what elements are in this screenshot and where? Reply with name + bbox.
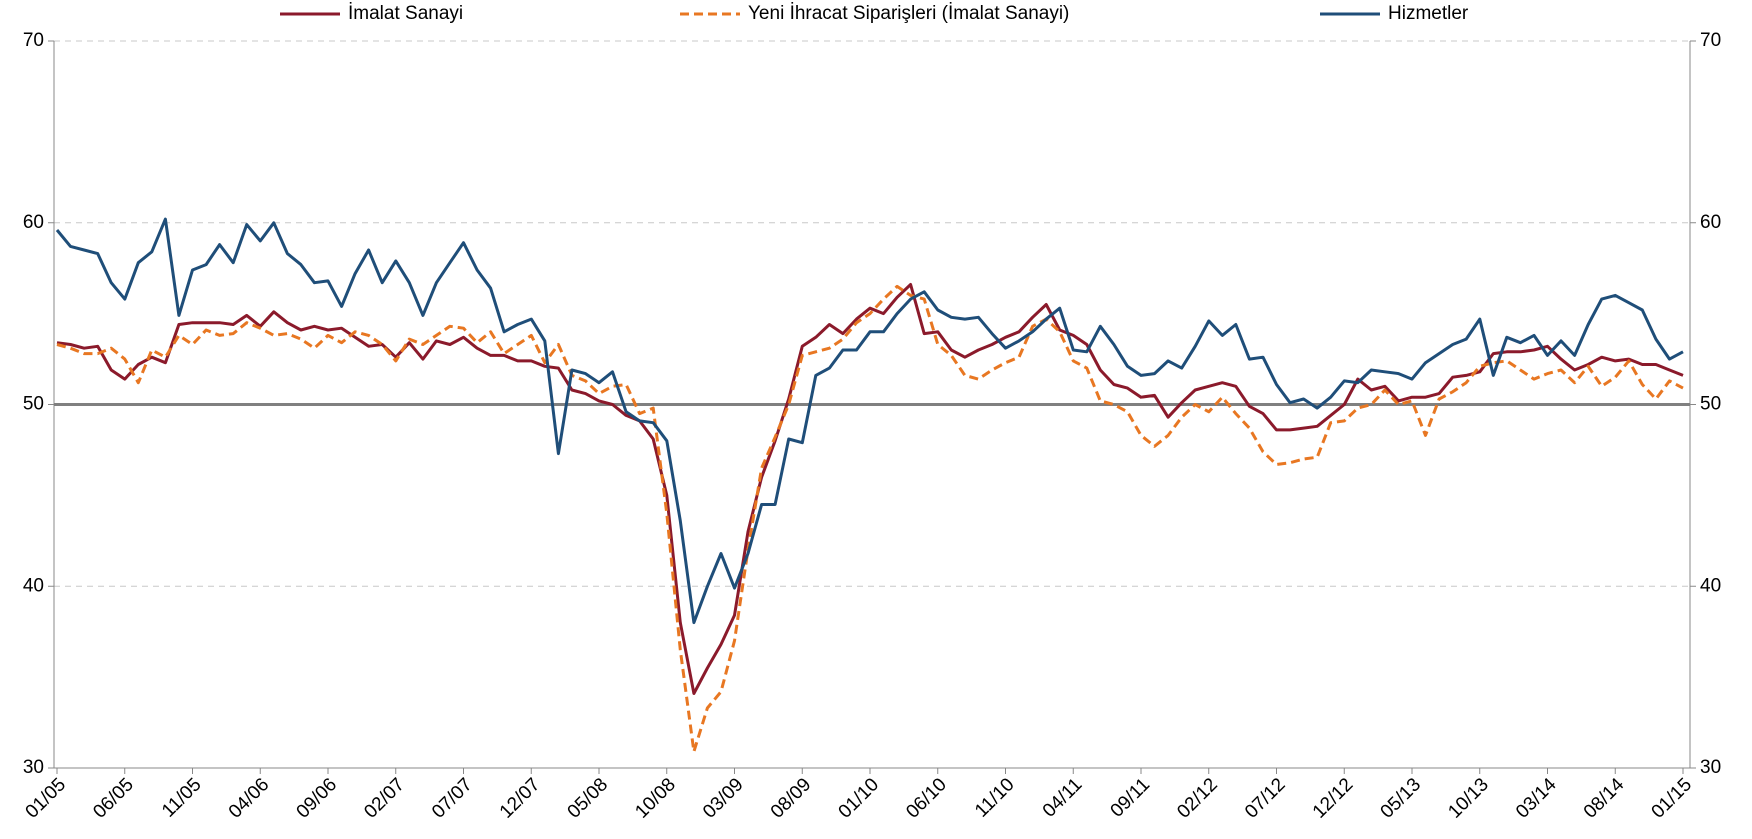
- x-tick-label: 01/15: [1648, 774, 1696, 822]
- x-tick-label: 12/07: [496, 774, 544, 822]
- x-tick-label: 11/10: [971, 774, 1018, 821]
- y2-tick-label: 70: [1700, 30, 1721, 51]
- y2-tick-label: 40: [1700, 575, 1721, 596]
- y-tick-label: 40: [23, 575, 44, 596]
- y2-tick-label: 60: [1700, 212, 1721, 233]
- x-tick-label: 02/07: [360, 774, 408, 822]
- x-tick-label: 02/12: [1173, 774, 1221, 822]
- x-tick-label: 08/09: [767, 774, 815, 822]
- x-tick-label: 05/13: [1377, 774, 1425, 822]
- y2-tick-label: 30: [1700, 757, 1721, 778]
- x-tick-label: 09/06: [293, 774, 341, 822]
- y2-tick-label: 50: [1700, 394, 1721, 415]
- x-tick-label: 10/08: [631, 774, 679, 822]
- x-tick-label: 08/14: [1580, 774, 1629, 823]
- series-line: [56, 284, 1684, 754]
- x-tick-label: 07/12: [1241, 774, 1289, 822]
- x-tick-label: 04/11: [1039, 774, 1086, 821]
- x-tick-label: 01/05: [22, 774, 70, 822]
- x-tick-label: 12/12: [1309, 774, 1357, 822]
- series-line: [56, 283, 1684, 695]
- x-tick-label: 07/07: [428, 774, 476, 822]
- series-line: [55, 217, 1684, 625]
- x-tick-label: 06/10: [902, 774, 950, 822]
- x-tick-label: 09/11: [1107, 774, 1154, 821]
- y-tick-label: 30: [23, 757, 44, 778]
- x-tick-label: 10/13: [1444, 774, 1492, 822]
- x-tick-label: 11/05: [158, 774, 205, 821]
- y-tick-label: 60: [23, 212, 44, 233]
- x-tick-label: 01/10: [835, 774, 883, 822]
- x-tick-label: 04/06: [225, 774, 273, 822]
- x-tick-label: 06/05: [89, 774, 137, 822]
- y-tick-label: 70: [23, 30, 44, 51]
- x-tick-label: 03/09: [699, 774, 747, 822]
- legend-label: İmalat Sanayi: [348, 3, 463, 24]
- x-tick-label: 03/14: [1512, 774, 1561, 823]
- y-tick-label: 50: [23, 394, 44, 415]
- legend-label: Yeni İhracat Siparişleri (İmalat Sanayi): [748, 3, 1069, 24]
- legend-label: Hizmetler: [1388, 3, 1469, 24]
- x-tick-label: 05/08: [564, 774, 612, 822]
